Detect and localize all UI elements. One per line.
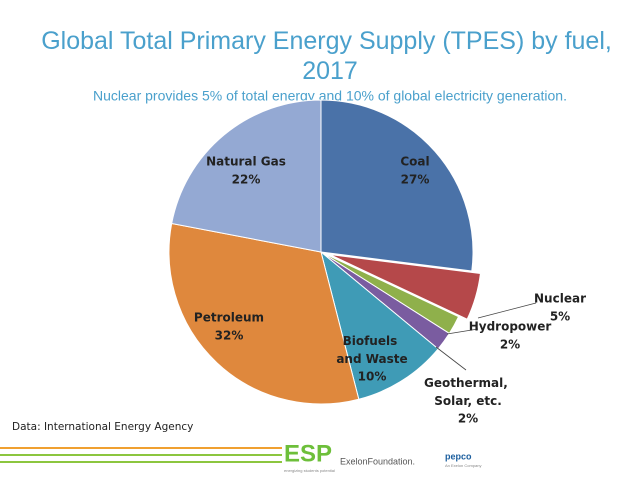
slice-label: Coal	[400, 155, 429, 169]
pie-slice	[320, 99, 474, 272]
value-label: 5%	[550, 310, 570, 324]
leader-line	[477, 302, 537, 319]
leader-line	[435, 346, 467, 371]
slice-label: Petroleum	[194, 311, 264, 325]
value-label: 10%	[358, 370, 387, 384]
pie-slice	[320, 250, 439, 400]
leader-line	[446, 328, 479, 335]
footer: ESP energizing students potential Exelon…	[0, 440, 481, 473]
logo-pepco-tagline: An Exelon Company	[445, 463, 481, 468]
slice-label: Hydropower	[469, 320, 552, 334]
value-label: 2%	[500, 338, 520, 352]
pie-slice	[171, 99, 322, 253]
value-label: 32%	[215, 329, 244, 343]
source-note: Data: International Energy Agency	[12, 421, 193, 433]
pie-slice	[168, 222, 360, 405]
chart-subtitle: Nuclear provides 5% of total energy and …	[93, 88, 567, 104]
value-label: 2%	[458, 412, 478, 426]
value-label: 27%	[401, 173, 430, 187]
logo-exelon: ExelonFoundation.	[340, 456, 415, 466]
value-label: 22%	[232, 173, 261, 187]
slice-label: Biofuels and Waste	[336, 334, 407, 366]
chart-title: Global Total Primary Energy Supply (TPES…	[41, 27, 619, 85]
logo-tagline: energizing students potential	[284, 468, 335, 473]
logo-esp: ESP	[284, 440, 332, 467]
slice-label: Natural Gas	[206, 155, 286, 169]
logo-pepco: pepco	[445, 451, 472, 461]
pie-slice	[329, 254, 482, 320]
slice-label: Nuclear	[534, 292, 586, 306]
slice-label: Geothermal, Solar, etc.	[424, 376, 512, 408]
